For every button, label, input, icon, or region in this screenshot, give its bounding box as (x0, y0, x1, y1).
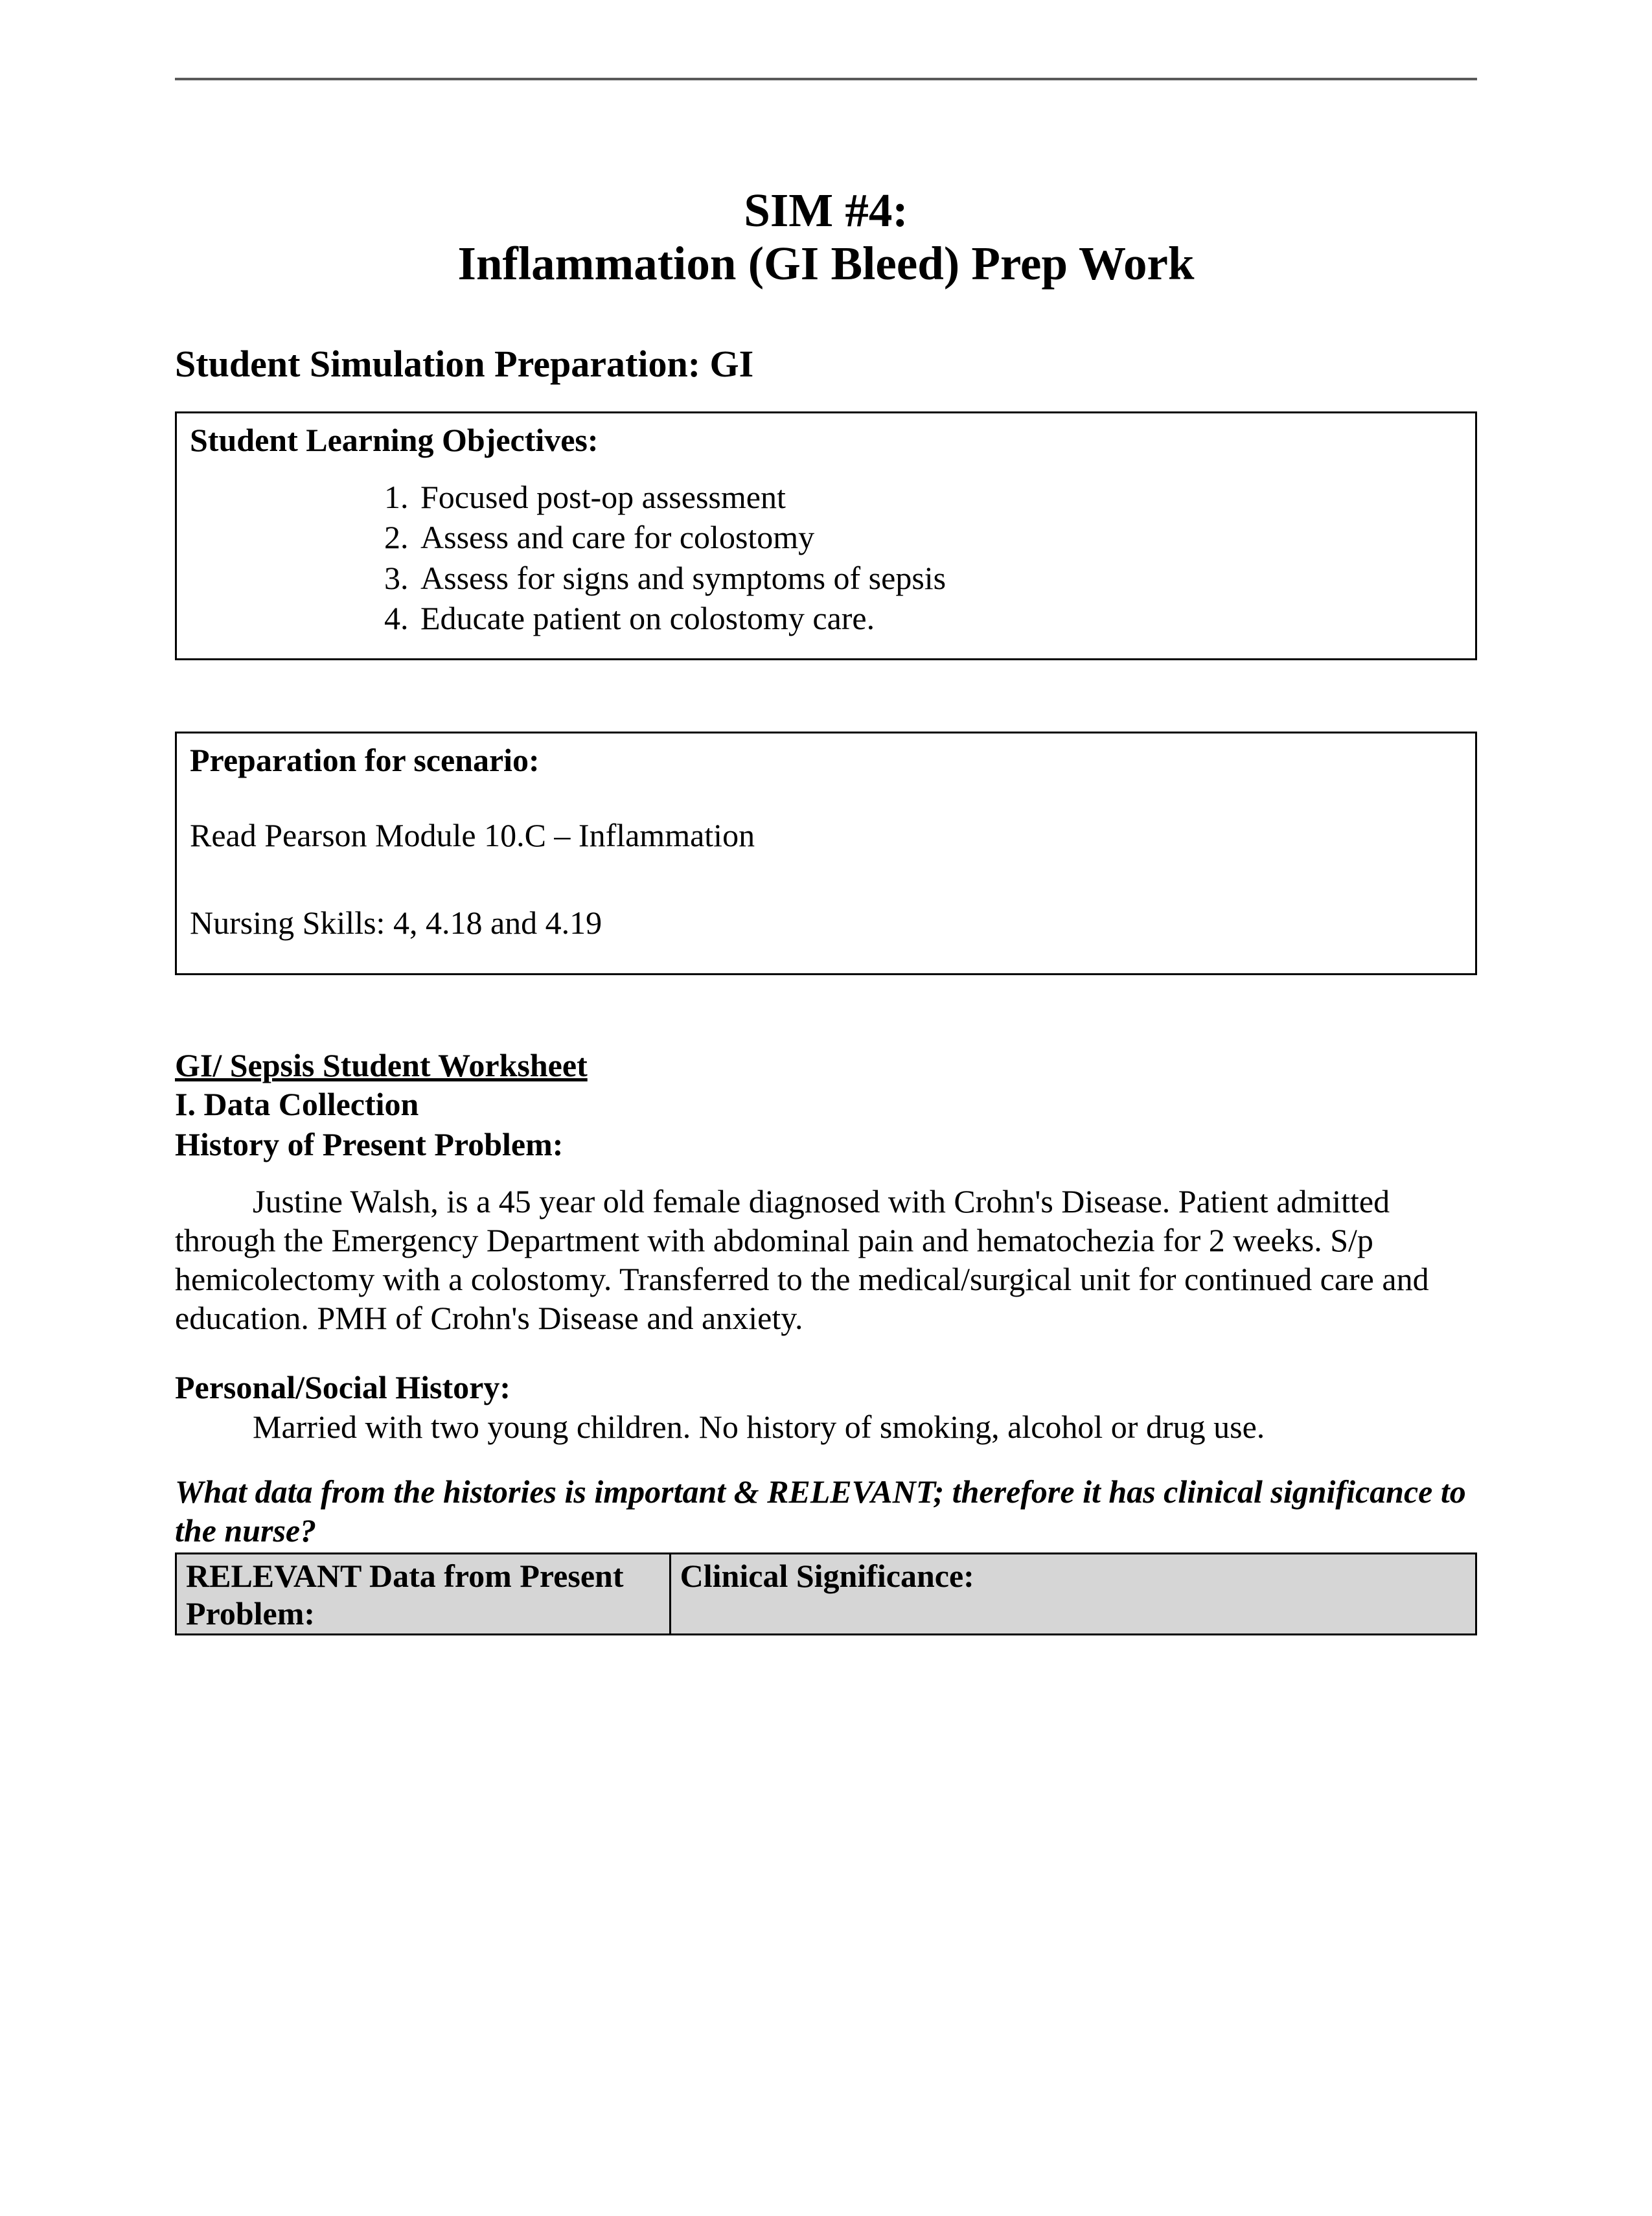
objective-item: Assess for signs and symptoms of sepsis (417, 558, 1462, 599)
objectives-title: Student Learning Objectives: (190, 421, 1462, 459)
preparation-title: Preparation for scenario: (190, 741, 1462, 779)
relevance-question: What data from the histories is importan… (175, 1472, 1477, 1550)
table-header-col2: Clinical Significance: (670, 1554, 1476, 1635)
preparation-box: Preparation for scenario: Read Pearson M… (175, 732, 1477, 975)
objective-item: Focused post-op assessment (417, 477, 1462, 518)
psh-paragraph: Married with two young children. No hist… (175, 1407, 1477, 1446)
hpp-paragraph: Justine Walsh, is a 45 year old female d… (175, 1182, 1477, 1337)
hpp-heading: History of Present Problem: (175, 1124, 1477, 1165)
data-collection-heading: I. Data Collection (175, 1084, 1477, 1125)
relevance-table: RELEVANT Data from Present Problem: Clin… (175, 1552, 1477, 1635)
preparation-line-1: Read Pearson Module 10.C – Inflammation (190, 805, 1462, 866)
objectives-box: Student Learning Objectives: Focused pos… (175, 411, 1477, 660)
objectives-list: Focused post-op assessment Assess and ca… (417, 477, 1462, 639)
document-page: SIM #4: Inflammation (GI Bleed) Prep Wor… (0, 78, 1652, 2216)
table-header-col1: RELEVANT Data from Present Problem: (176, 1554, 671, 1635)
section-heading: Student Simulation Preparation: GI (175, 342, 1477, 386)
top-rule (175, 78, 1477, 80)
title-line-1: SIM #4: (175, 184, 1477, 237)
title-block: SIM #4: Inflammation (GI Bleed) Prep Wor… (175, 184, 1477, 290)
preparation-line-2: Nursing Skills: 4, 4.18 and 4.19 (190, 892, 1462, 954)
psh-heading: Personal/Social History: (175, 1367, 1477, 1408)
table-header-row: RELEVANT Data from Present Problem: Clin… (176, 1554, 1476, 1635)
objective-item: Educate patient on colostomy care. (417, 598, 1462, 639)
worksheet-title: GI/ Sepsis Student Worksheet (175, 1046, 1477, 1084)
objective-item: Assess and care for colostomy (417, 517, 1462, 558)
title-line-2: Inflammation (GI Bleed) Prep Work (175, 237, 1477, 290)
